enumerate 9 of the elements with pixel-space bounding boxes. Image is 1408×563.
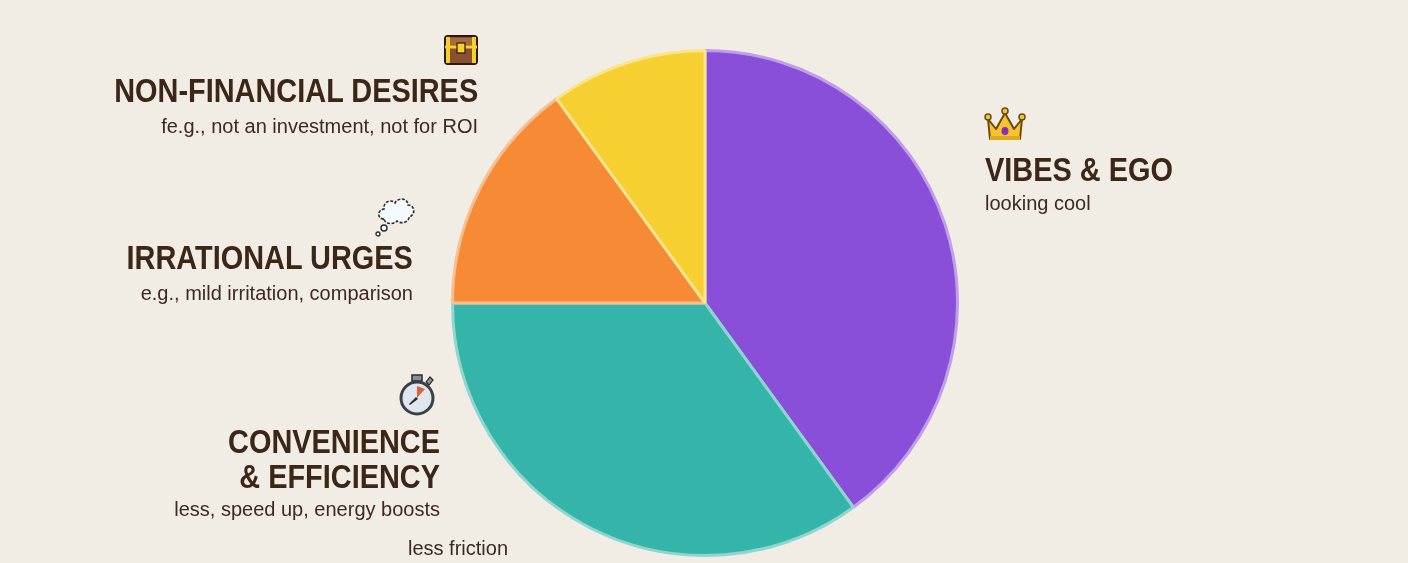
legend-label: NON-FINANCIAL DESIRES	[114, 71, 478, 109]
text: looking cool	[985, 191, 1091, 215]
text: less friction	[408, 536, 509, 560]
slice-label: CONVENIENCE & EFFICIENCY	[227, 422, 440, 495]
text: less, speed up, energy boosts	[174, 497, 440, 521]
slice-label: IRRATIONAL URGES	[126, 238, 413, 276]
slice-label: VIBES & EGO	[985, 150, 1173, 188]
text: fe.g., not an investment, not for ROI	[161, 114, 478, 138]
text: e.g., mild irritation, comparison	[140, 281, 413, 305]
